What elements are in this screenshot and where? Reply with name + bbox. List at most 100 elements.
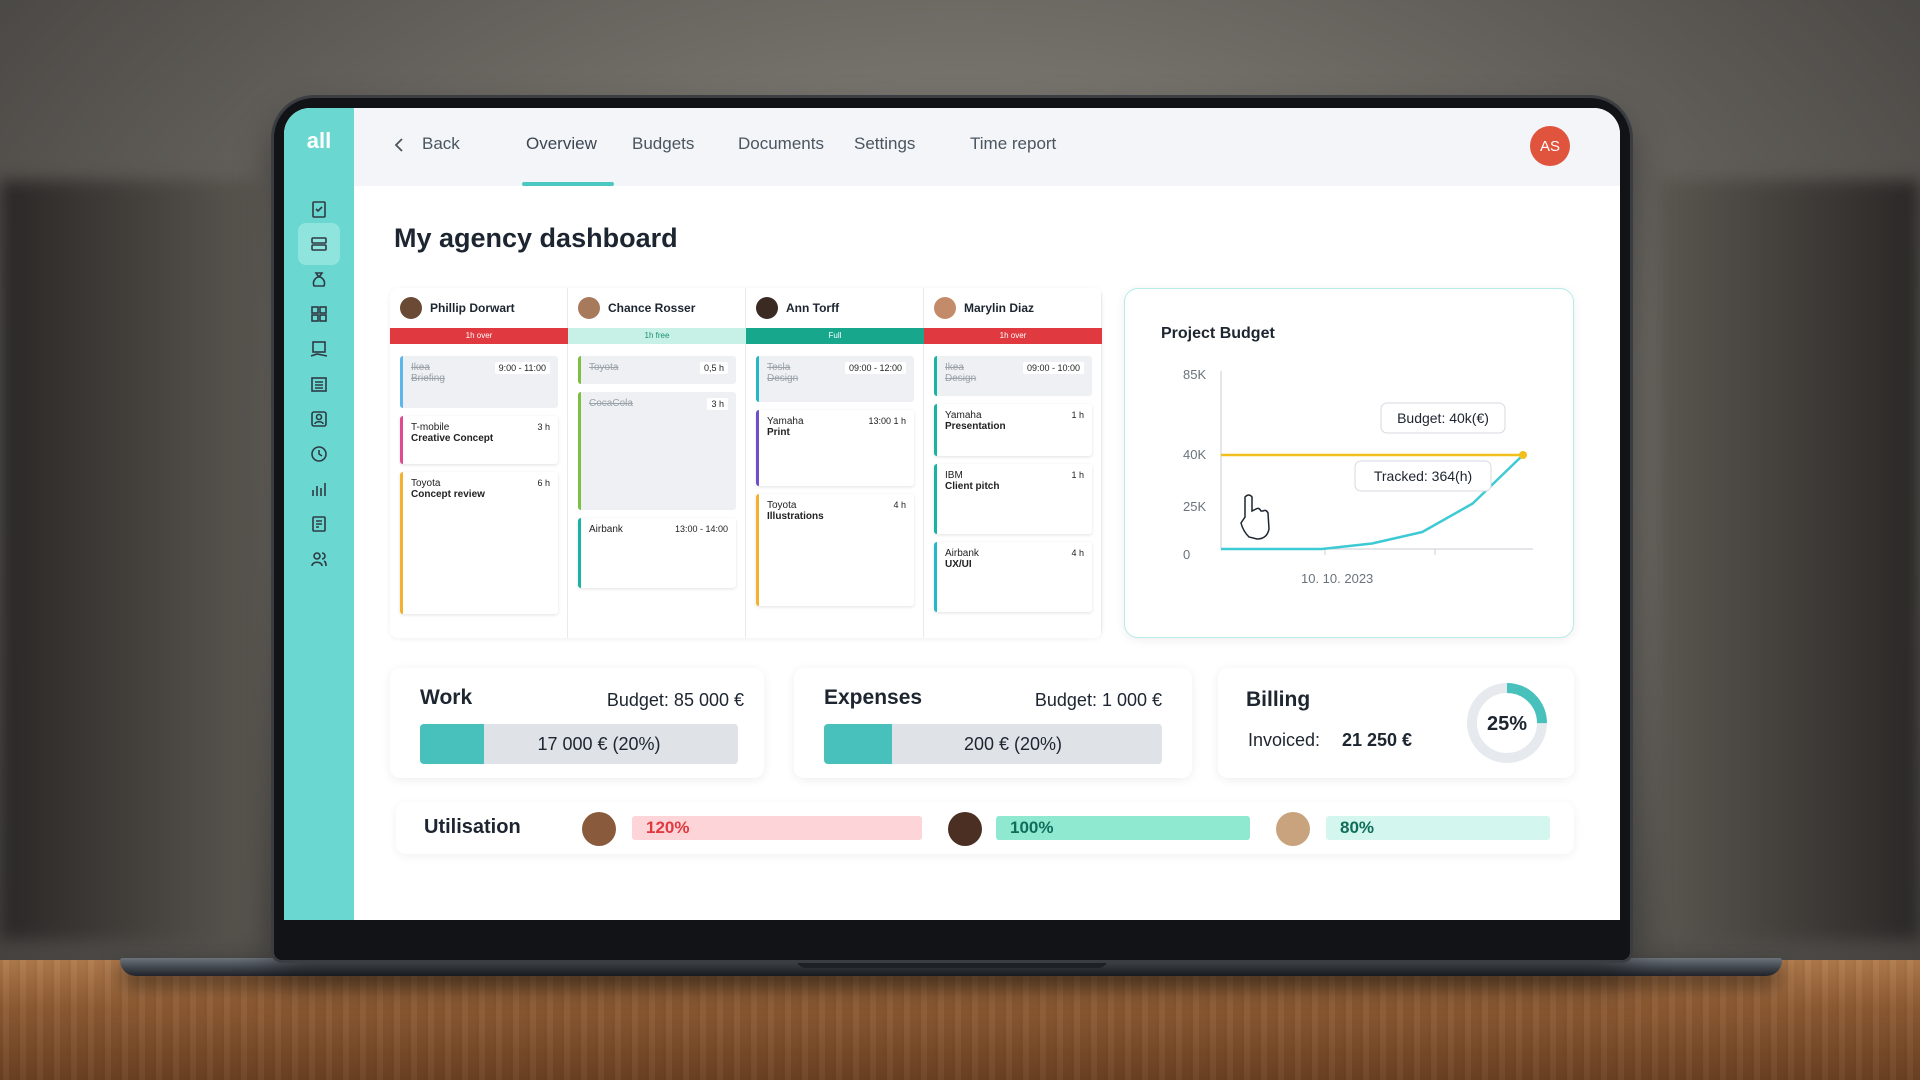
capacity-status: Full: [746, 328, 924, 344]
money-bag-icon[interactable]: [298, 258, 340, 300]
y-tick-label: 25K: [1183, 499, 1206, 514]
utilisation-card: Utilisation 120% 100% 80%: [396, 802, 1574, 854]
tab-settings[interactable]: Settings: [854, 134, 916, 153]
task-name: Concept review: [411, 489, 485, 500]
user-avatar[interactable]: AS: [1530, 126, 1570, 166]
bar-chart-icon[interactable]: [298, 468, 340, 510]
work-progress-label: 17 000 € (20%): [537, 734, 661, 754]
schedule-person-header[interactable]: Phillip Dorwart: [390, 288, 568, 328]
avatar: [934, 297, 956, 319]
billing-card: Billing Invoiced: 21 250 € 25%: [1218, 668, 1574, 778]
schedule-task[interactable]: Airbank 13:00 - 14:00: [578, 518, 736, 588]
task-client: Toyota: [589, 362, 619, 373]
task-name: UX/UI: [945, 559, 972, 570]
project-budget-chart: 85K 40K 25K 0 10. 10. 2023 Budget: 40k(€) Trac…: [1183, 369, 1533, 586]
schedule-task[interactable]: Toyota Concept review 6 h: [400, 472, 558, 614]
hand-cursor-icon: [1240, 494, 1270, 540]
task-client: Ikea: [411, 362, 430, 373]
clipboard-check-icon[interactable]: [298, 188, 340, 230]
chart-tooltip-text: Budget: 40k(€): [1397, 410, 1489, 426]
task-client: IBM: [945, 470, 963, 481]
sidebar: all: [284, 108, 354, 920]
schedule-task[interactable]: Tesla Design 09:00 - 12:00: [756, 356, 914, 402]
task-name: Client pitch: [945, 481, 1000, 492]
y-tick-label: 85K: [1183, 369, 1206, 382]
schedule-task[interactable]: Toyota 0,5 h: [578, 356, 736, 384]
capacity-status: 1h over: [924, 328, 1102, 344]
invoiced-value: 21 250 €: [1342, 730, 1413, 750]
schedule-task[interactable]: Yamaha Presentation 1 h: [934, 404, 1092, 456]
schedule-task[interactable]: Airbank UX/UI 4 h: [934, 542, 1092, 612]
task-client: Toyota: [411, 478, 441, 489]
work-budget: Budget: 85 000 €: [606, 690, 744, 710]
task-name: Illustrations: [767, 511, 824, 522]
person-name: Phillip Dorwart: [430, 301, 515, 315]
schedule-task[interactable]: Yamaha Print 13:00 1 h: [756, 410, 914, 486]
avatar: [400, 297, 422, 319]
task-name: Design: [767, 373, 799, 384]
expenses-title: Expenses: [824, 686, 923, 709]
clock-icon[interactable]: [298, 433, 340, 475]
person-name: Chance Rosser: [608, 301, 696, 315]
money-hand-icon[interactable]: [298, 328, 340, 370]
schedule-task[interactable]: Ikea Briefing 9:00 - 11:00: [400, 356, 558, 408]
chevron-left-icon[interactable]: [392, 136, 406, 154]
utilisation-bar: 100%: [996, 816, 1250, 840]
capacity-status: 1h over: [390, 328, 568, 344]
tab-budgets[interactable]: Budgets: [632, 134, 695, 153]
tab-documents[interactable]: Documents: [738, 134, 824, 153]
task-time: 13:00 1 h: [868, 416, 906, 426]
grid-icon[interactable]: [298, 293, 340, 335]
schedule-task[interactable]: Toyota Illustrations 4 h: [756, 494, 914, 606]
tab-time-report[interactable]: Time report: [970, 134, 1057, 153]
schedule-person-header[interactable]: Chance Rosser: [568, 288, 746, 328]
schedule-task[interactable]: CocaCola 3 h: [578, 392, 736, 510]
task-time: 4 h: [1071, 548, 1084, 558]
active-tab-indicator: [522, 182, 614, 186]
avatar: [948, 812, 982, 846]
capacity-status: 1h free: [568, 328, 746, 344]
task-name: Presentation: [945, 421, 1006, 432]
schedule-column: Phillip Dorwart 1h over Ikea Briefing 9:00 -…: [390, 288, 568, 638]
contact-icon[interactable]: [298, 398, 340, 440]
schedule-person-header[interactable]: Ann Torff: [746, 288, 924, 328]
task-time: 1 h: [1071, 410, 1084, 420]
task-time: 4 h: [893, 500, 906, 510]
task-client: Toyota: [767, 500, 797, 511]
avatar: [578, 297, 600, 319]
task-name: Print: [767, 427, 790, 438]
task-client: Tesla: [767, 362, 791, 373]
schedule-task[interactable]: T-mobile Creative Concept 3 h: [400, 416, 558, 464]
task-time: 1 h: [1071, 470, 1084, 480]
schedule-task[interactable]: IBM Client pitch 1 h: [934, 464, 1092, 534]
task-client: Yamaha: [767, 416, 804, 427]
person-name: Marylin Diaz: [964, 301, 1035, 315]
list-icon[interactable]: [298, 223, 340, 265]
tab-overview[interactable]: Overview: [526, 134, 597, 153]
back-button[interactable]: Back: [422, 134, 460, 153]
schedule-person-header[interactable]: Marylin Diaz: [924, 288, 1102, 328]
report-icon[interactable]: [298, 503, 340, 545]
expenses-progress-bar: 200 € (20%): [824, 724, 1162, 764]
avatar: [756, 297, 778, 319]
app-screen: all Back Overview Budgets Documents Sett…: [284, 108, 1620, 920]
x-axis-label: 10. 10. 2023: [1301, 571, 1373, 586]
expenses-progress-fill: [824, 724, 892, 764]
building-icon[interactable]: [298, 363, 340, 405]
task-time: 09:00 - 12:00: [844, 362, 906, 374]
app-logo[interactable]: all: [306, 128, 332, 153]
task-name: Design: [945, 373, 977, 384]
task-client: Airbank: [945, 548, 979, 559]
schedule-column: Chance Rosser 1h free Toyota 0,5 h CocaCola 3…: [568, 288, 746, 638]
task-name: Briefing: [411, 373, 445, 384]
team-schedule: Phillip Dorwart 1h over Ikea Briefing 9:00 -…: [390, 288, 1102, 638]
person-name: Ann Torff: [786, 301, 840, 315]
users-icon[interactable]: [298, 538, 340, 580]
work-card: Work Budget: 85 000 € 17 000 € (20%): [390, 668, 764, 778]
schedule-column: Marylin Diaz 1h over Ikea Design 09:00 - 10:…: [924, 288, 1102, 638]
billing-donut-arc: [1467, 683, 1547, 763]
task-client: Ikea: [945, 362, 964, 373]
top-navigation: Back Overview Budgets Documents Settings…: [354, 108, 1620, 186]
schedule-task[interactable]: Ikea Design 09:00 - 10:00: [934, 356, 1092, 396]
expenses-card: Expenses Budget: 1 000 € 200 € (20%): [794, 668, 1192, 778]
